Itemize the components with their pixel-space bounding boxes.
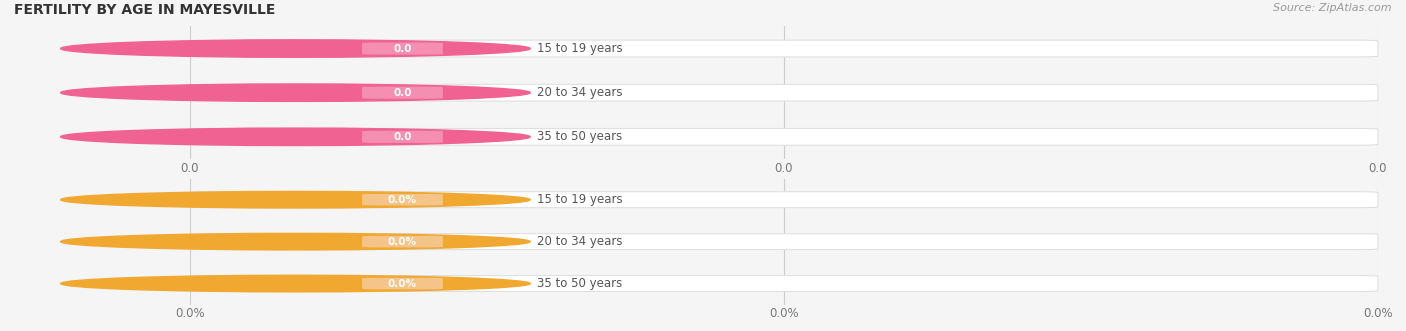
Text: 0.0%: 0.0% [388, 195, 418, 205]
FancyBboxPatch shape [363, 131, 443, 143]
FancyBboxPatch shape [190, 40, 1378, 57]
FancyBboxPatch shape [190, 128, 1378, 145]
Text: 15 to 19 years: 15 to 19 years [537, 193, 623, 206]
FancyBboxPatch shape [363, 87, 443, 99]
FancyBboxPatch shape [190, 84, 1378, 101]
FancyBboxPatch shape [190, 192, 1378, 208]
Circle shape [60, 40, 530, 57]
Text: 15 to 19 years: 15 to 19 years [537, 42, 623, 55]
Circle shape [60, 84, 530, 101]
Text: 0.0: 0.0 [394, 132, 412, 142]
Circle shape [60, 275, 530, 292]
Text: 20 to 34 years: 20 to 34 years [537, 235, 623, 248]
FancyBboxPatch shape [363, 194, 443, 206]
Text: 35 to 50 years: 35 to 50 years [537, 130, 623, 143]
Text: 0.0%: 0.0% [388, 237, 418, 247]
FancyBboxPatch shape [363, 278, 443, 289]
Text: 20 to 34 years: 20 to 34 years [537, 86, 623, 99]
Circle shape [60, 191, 530, 208]
FancyBboxPatch shape [190, 276, 1378, 292]
Text: 0.0: 0.0 [394, 88, 412, 98]
FancyBboxPatch shape [363, 42, 443, 55]
Text: Source: ZipAtlas.com: Source: ZipAtlas.com [1274, 3, 1392, 13]
Circle shape [60, 233, 530, 250]
FancyBboxPatch shape [363, 236, 443, 247]
Text: 35 to 50 years: 35 to 50 years [537, 277, 623, 290]
Text: 0.0%: 0.0% [388, 279, 418, 289]
Text: 0.0: 0.0 [394, 44, 412, 54]
Text: FERTILITY BY AGE IN MAYESVILLE: FERTILITY BY AGE IN MAYESVILLE [14, 3, 276, 17]
Circle shape [60, 128, 530, 146]
FancyBboxPatch shape [190, 234, 1378, 250]
